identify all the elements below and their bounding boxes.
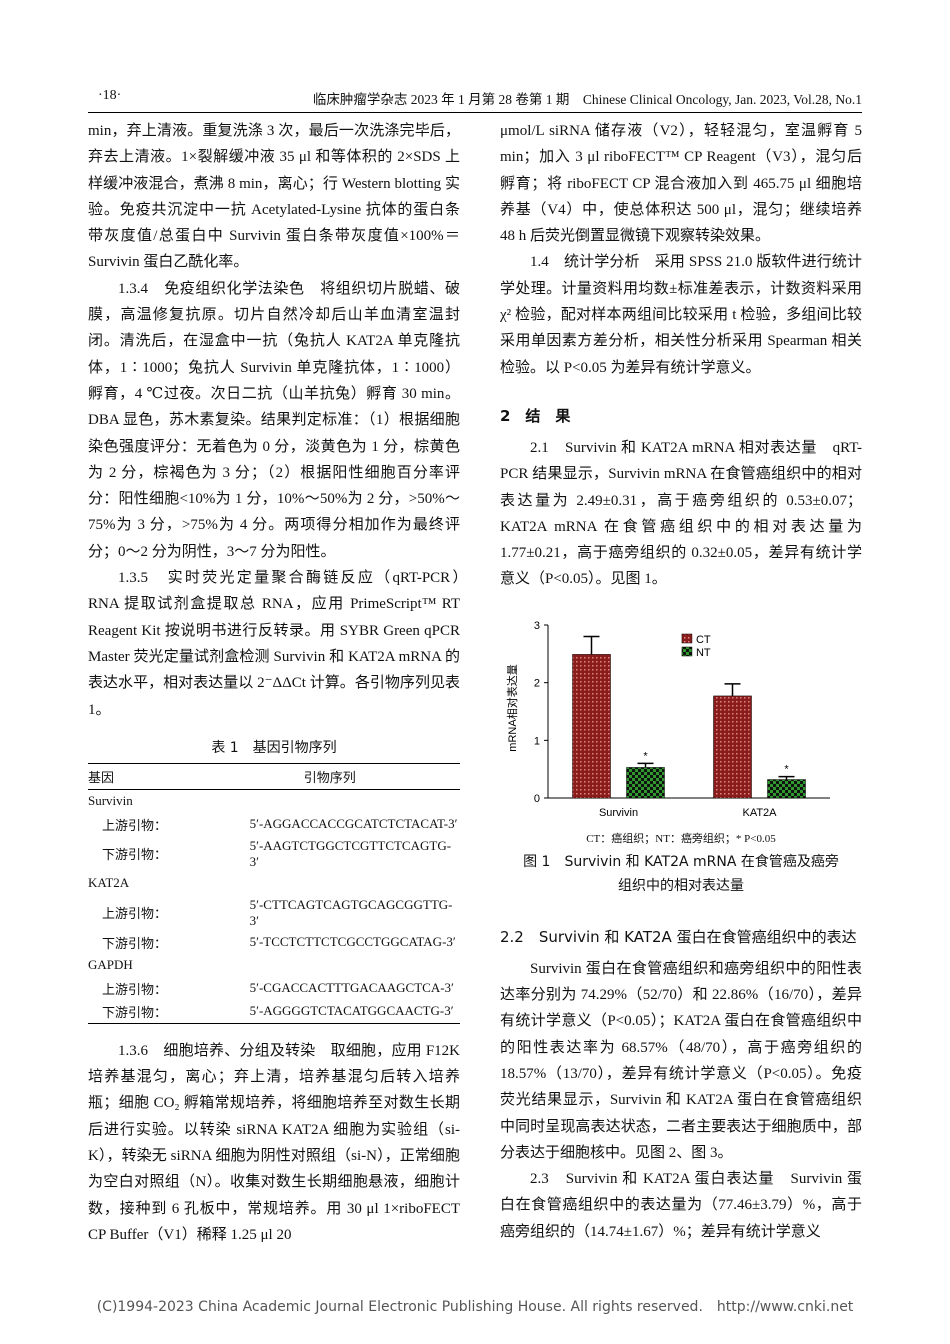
paragraph: min，弃上清液。重复洗涤 3 次，最后一次洗涤完毕后，弃去上清液。1×裂解缓冲…: [88, 123, 460, 271]
table-row: 上游引物： 5′-CGACCACTTTGACAAGCTCA-3′: [88, 977, 460, 1000]
legend-label: CT: [696, 634, 711, 646]
primer-type: 下游引物：: [88, 999, 200, 1024]
error-bar: [778, 775, 795, 780]
paragraph: 1.3.4 免疫组织化学法染色 将组织切片脱蜡、破膜，高温修复抗原。切片自然冷却…: [88, 280, 460, 560]
primer-type: 下游引物：: [102, 847, 168, 863]
y-tick-label: 1: [534, 735, 540, 747]
figure-caption: 图 1 Survivin 和 KAT2A mRNA 在食管癌及癌旁组织中的相对表…: [523, 853, 839, 894]
bar: [572, 653, 611, 798]
table-title: 表 1 基因引物序列: [211, 739, 337, 756]
table-row: 上游引物： 5′-AGGACCACCGCATCTCTACAT-3′: [88, 813, 460, 836]
significance-mark: *: [643, 750, 648, 762]
table: 基因 引物序列 Survivin 上游引物： 5′-AGGACCACCGCATCTCT…: [88, 762, 460, 1024]
primer-seq: 5′-TCCTCTTCTCGCCTGGCATAG-3′: [249, 934, 456, 950]
gene-cell: GAPDH: [88, 957, 133, 973]
header: ·18· 临床肿瘤学杂志 2023 年 1 月第 28 卷第 1 期 Chine…: [88, 88, 862, 113]
paragraph: Survivin 蛋白在食管癌组织和癌旁组织中的阳性表达率分别为 74.29%（…: [500, 960, 862, 1161]
paragraph: μmol/L siRNA 储存液（V2），轻轻混匀，室温孵育 5 min；加入 …: [500, 123, 862, 245]
bar: [626, 766, 665, 798]
primer-type: 上游引物：: [102, 817, 168, 833]
table-header: 基因: [88, 762, 200, 790]
legend-label: NT: [696, 647, 711, 659]
primer-seq: 5′-AAGTCTGGCTCGTTCTCAGTG-3′: [249, 837, 452, 869]
error-bar: [583, 635, 600, 655]
paragraph: 1.4 统计学分析 采用 SPSS 21.0 版软件进行统计学处理。计量资料用均…: [500, 254, 862, 376]
figure-note: CT：癌组织；NT：癌旁组织；* P<0.05: [586, 832, 776, 845]
right-column: μmol/L siRNA 储存液（V2），轻轻混匀，室温孵育 5 min；加入 …: [500, 118, 862, 1245]
table-row: GAPDH: [88, 954, 460, 977]
primer-seq: 5′-CTTCAGTCAGTGCAGCGGTTG-3′: [249, 896, 453, 928]
primer-seq: 5′-AGGACCACCGCATCTCTACAT-3′: [249, 816, 458, 832]
primer-seq: 5′-CGACCACTTTGACAAGCTCA-3′: [249, 980, 454, 996]
gene-cell: Survivin: [88, 793, 133, 809]
table-row: 下游引物： 5′-AGGGGTCTACATGGCAACTG-3′: [88, 999, 460, 1024]
y-tick-label: 3: [534, 620, 540, 632]
footer: (C)1994-2023 China Academic Journal Elec…: [96, 1299, 854, 1315]
legend-swatch: [681, 633, 693, 643]
paragraph: 2.1 Survivin 和 KAT2A mRNA 相对表达量 qRT-PCR …: [500, 439, 862, 588]
section-heading: 2 结 果: [500, 406, 571, 425]
paragraph: 2.3 Survivin 和 KAT2A 蛋白表达量 Survivin 蛋白在食…: [500, 1171, 862, 1240]
primer-seq: 5′-AGGGGTCTACATGGCAACTG-3′: [199, 999, 460, 1024]
paragraph: 1.3.5 实时荧光定量聚合酶链反应（qRT-PCR） RNA 提取试剂盒提取总…: [88, 570, 476, 718]
table-row: KAT2A: [88, 872, 460, 895]
bar: [713, 695, 752, 798]
table-row: 上游引物： 5′-CTTCAGTCAGTGCAGCGGTTG-3′: [88, 895, 460, 931]
left-column: min，弃上清液。重复洗涤 3 次，最后一次洗涤完毕后，弃去上清液。1×裂解缓冲…: [88, 118, 476, 1248]
error-bar: [724, 682, 741, 696]
primer-type: 上游引物：: [102, 981, 168, 997]
paragraph: 1.3.6 细胞培养、分组及转染 取细胞，应用 F12K 培养基混匀，离心；弃上…: [88, 1042, 460, 1243]
error-bar: [637, 762, 654, 768]
legend-swatch: [681, 646, 693, 656]
section-heading: 2.2 Survivin 和 KAT2A 蛋白在食管癌组织中的表达: [500, 927, 857, 946]
table-row: 下游引物： 5′-TCCTCTTCTCGCCTGGCATAG-3′: [88, 931, 460, 954]
significance-mark: *: [784, 763, 789, 775]
primer-type: 下游引物：: [102, 935, 168, 951]
y-tick-label: 0: [534, 793, 540, 805]
bar: [767, 779, 806, 798]
x-tick-label: Survivin: [599, 807, 638, 819]
journal-line: 临床肿瘤学杂志 2023 年 1 月第 28 卷第 1 期 Chinese Cl…: [312, 92, 862, 107]
table-row: 下游引物： 5′-AAGTCTGGCTCGTTCTCAGTG-3′: [88, 836, 460, 872]
table-row: Survivin: [88, 789, 460, 813]
table-header: 引物序列: [199, 762, 460, 790]
page-number: ·18·: [98, 88, 122, 103]
y-tick-label: 2: [534, 677, 540, 689]
y-axis-label: mRNA相对表达量: [505, 664, 519, 751]
primer-type: 上游引物：: [102, 906, 168, 922]
x-tick-label: KAT2A: [742, 807, 777, 819]
gene-cell: KAT2A: [88, 875, 130, 891]
